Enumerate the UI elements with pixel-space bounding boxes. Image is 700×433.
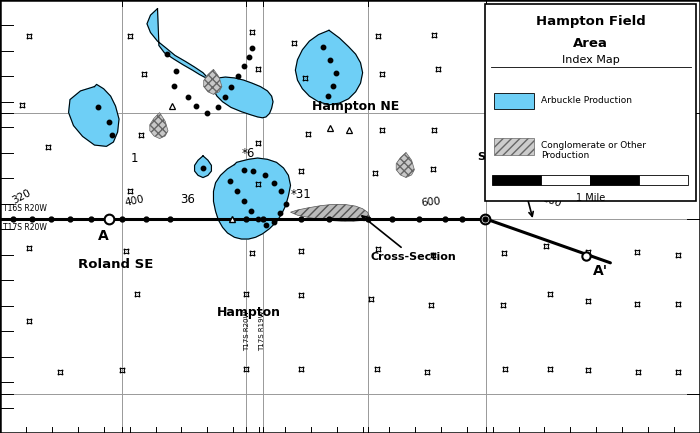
Polygon shape <box>290 204 370 221</box>
Text: 680: 680 <box>540 193 563 209</box>
Text: 320: 320 <box>10 188 32 206</box>
Bar <box>541 175 590 185</box>
Text: 1: 1 <box>131 152 138 165</box>
Text: T17S R19W: T17S R19W <box>259 311 265 352</box>
Bar <box>485 4 696 201</box>
Text: 1 Mile: 1 Mile <box>576 193 606 203</box>
Text: T17S R20W: T17S R20W <box>3 223 47 232</box>
Text: T17S R20W: T17S R20W <box>244 311 250 352</box>
Bar <box>492 175 541 185</box>
Text: Hampton NE: Hampton NE <box>312 100 399 113</box>
Text: Conglomerate or Other: Conglomerate or Other <box>541 141 646 149</box>
Text: Index Map: Index Map <box>562 55 620 65</box>
Bar <box>494 138 534 155</box>
Text: A': A' <box>593 264 608 278</box>
Polygon shape <box>147 9 273 118</box>
Text: *6: *6 <box>241 147 255 160</box>
Text: Hampton Field: Hampton Field <box>536 15 645 28</box>
Polygon shape <box>195 156 211 178</box>
Text: Roland SE: Roland SE <box>78 258 153 271</box>
Polygon shape <box>150 113 168 139</box>
Text: 400: 400 <box>124 194 145 208</box>
Text: Area: Area <box>573 37 608 50</box>
Text: T16S R20W: T16S R20W <box>3 204 47 213</box>
Text: Arbuckle Production: Arbuckle Production <box>541 97 632 105</box>
Bar <box>494 93 534 109</box>
Text: Seismic Line: Seismic Line <box>477 152 556 216</box>
Text: Production: Production <box>541 152 589 160</box>
Text: Hampton: Hampton <box>216 306 281 319</box>
Text: A: A <box>98 229 109 243</box>
Text: 36: 36 <box>181 193 195 206</box>
Polygon shape <box>396 152 414 178</box>
Text: *31: *31 <box>290 188 312 201</box>
Text: 600: 600 <box>420 196 441 208</box>
Polygon shape <box>214 158 290 239</box>
Bar <box>590 175 639 185</box>
Text: Cross-Section: Cross-Section <box>362 216 456 262</box>
Polygon shape <box>204 69 222 94</box>
Polygon shape <box>295 30 363 105</box>
Bar <box>639 175 688 185</box>
Polygon shape <box>69 84 119 146</box>
